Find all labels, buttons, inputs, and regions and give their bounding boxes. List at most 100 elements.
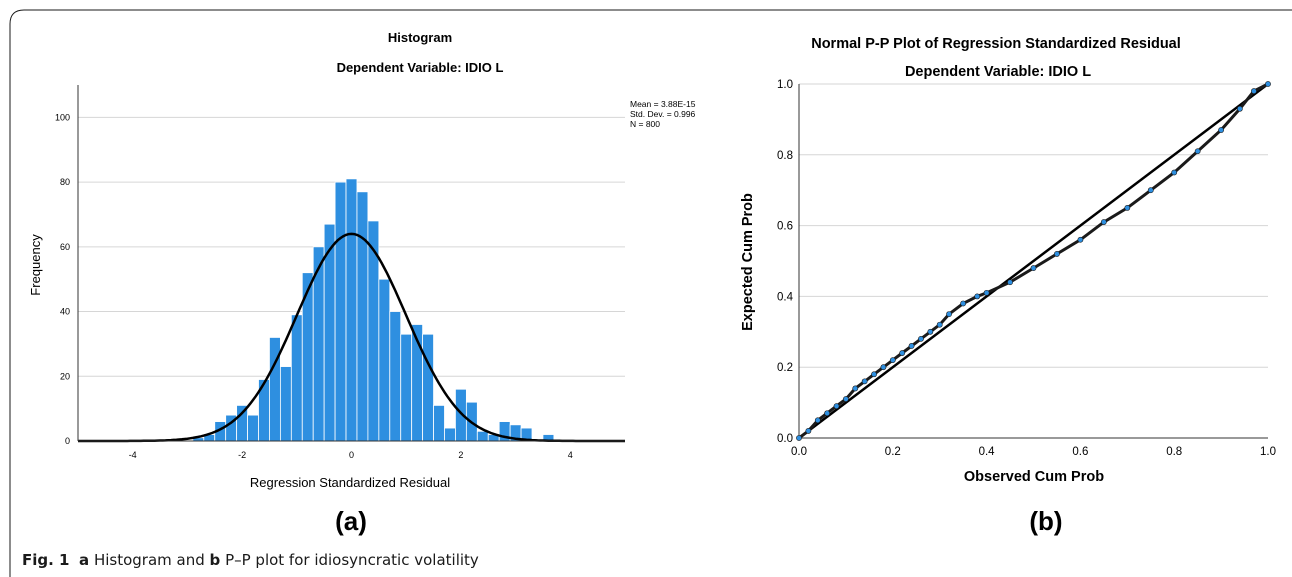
histogram-stats-legend: Mean = 3.88E-15 Std. Dev. = 0.996 N = 80… <box>630 99 696 129</box>
pp-x-tick-label: 0.6 <box>1072 446 1088 458</box>
pp-point <box>1124 204 1131 211</box>
histogram-bar <box>389 311 402 442</box>
pp-point <box>908 343 915 349</box>
pp-point <box>983 289 990 296</box>
caption-fig-label: Fig. 1 <box>22 551 70 569</box>
pp-points <box>796 81 1271 441</box>
histogram-bar <box>279 366 292 442</box>
pp-x-tick-label: 0.8 <box>1166 446 1182 458</box>
pp-point <box>1171 169 1178 176</box>
pp-axes <box>798 84 1268 439</box>
pp-point <box>1218 127 1224 133</box>
pp-point <box>1007 279 1013 286</box>
histogram-bar <box>433 404 445 442</box>
histogram-bar <box>334 181 347 442</box>
histogram-chart: Histogram Dependent Variable: IDIO L 020… <box>28 30 696 490</box>
histogram-bar <box>378 278 391 442</box>
hist-y-tick-label: 60 <box>60 242 70 252</box>
panel-a-label: (a) <box>335 506 367 536</box>
pp-subtitle: Dependent Variable: IDIO L <box>905 64 1091 80</box>
pp-point <box>1054 251 1060 257</box>
histogram-axes <box>77 85 625 442</box>
histogram-bar <box>236 404 248 442</box>
hist-x-tick-label: -2 <box>238 450 246 460</box>
pp-plot-chart: Normal P-P Plot of Regression Standardiz… <box>740 36 1276 485</box>
caption-b: b <box>209 551 221 569</box>
histogram-bar <box>444 427 456 442</box>
pp-point <box>974 293 981 300</box>
pp-y-tick-label: 0.8 <box>777 150 793 162</box>
pp-x-axis-label: Observed Cum Prob <box>964 469 1104 485</box>
pp-point <box>889 357 896 364</box>
hist-y-tick-label: 20 <box>60 371 70 381</box>
histogram-bar <box>290 314 303 442</box>
pp-point <box>1077 236 1084 243</box>
pp-point <box>960 300 967 307</box>
pp-title: Normal P-P Plot of Regression Standardiz… <box>811 36 1181 52</box>
hist-x-tick-label: -4 <box>129 450 137 460</box>
hist-y-tick-label: 0 <box>65 436 70 446</box>
pp-y-tick-label: 1.0 <box>777 79 793 91</box>
caption-rest: P–P plot for idiosyncratic volatility <box>225 551 479 569</box>
pp-y-tick-label: 0.0 <box>777 433 793 445</box>
pp-point <box>936 321 943 328</box>
pp-point <box>805 428 812 434</box>
pp-x-tick-labels: 0.0 0.2 0.4 0.6 0.8 1.0 <box>791 446 1276 458</box>
histogram-bar <box>422 333 434 442</box>
histogram-subtitle: Dependent Variable: IDIO L <box>337 60 504 75</box>
hist-y-tick-label: 100 <box>55 112 70 122</box>
pp-y-tick-labels: 0.0 0.2 0.4 0.6 0.8 1.0 <box>777 79 794 445</box>
pp-point <box>918 335 924 342</box>
pp-point <box>843 396 849 402</box>
pp-point <box>1100 219 1107 225</box>
histogram-y-axis-label: Frequency <box>28 234 43 296</box>
pp-point <box>1251 88 1257 94</box>
pp-x-tick-label: 1.0 <box>1260 446 1276 458</box>
pp-y-tick-label: 0.6 <box>777 221 793 233</box>
pp-point <box>1030 265 1037 271</box>
pp-point <box>927 328 934 335</box>
hist-y-tick-label: 80 <box>60 177 70 187</box>
figure-caption: Fig. 1 a Histogram and b P–P plot for id… <box>22 551 479 569</box>
histogram-bars <box>192 178 555 442</box>
histogram-bar <box>345 178 358 442</box>
pp-x-tick-label: 0.4 <box>979 446 996 458</box>
pp-point <box>814 417 821 424</box>
pp-x-tick-label: 0.0 <box>791 446 807 458</box>
histogram-bar <box>400 333 413 442</box>
pp-y-tick-label: 0.4 <box>777 291 794 303</box>
pp-point <box>946 311 952 317</box>
pp-point <box>852 385 859 392</box>
histogram-bar <box>476 430 489 442</box>
histogram-x-tick-labels: -4 -2 0 2 4 <box>129 450 573 460</box>
histogram-bar <box>356 191 369 442</box>
pp-point <box>880 364 887 371</box>
pp-point <box>1265 81 1271 87</box>
pp-reference-line <box>798 83 1269 439</box>
pp-y-tick-label: 0.2 <box>777 362 793 374</box>
pp-point <box>1236 105 1243 112</box>
hist-y-tick-label: 40 <box>60 307 70 317</box>
histogram-title: Histogram <box>388 30 452 45</box>
histogram-bar <box>247 414 259 442</box>
pp-point <box>871 371 877 378</box>
caption-a: a <box>79 551 90 569</box>
pp-x-tick-label: 0.2 <box>885 446 901 458</box>
pp-point <box>1194 148 1201 155</box>
pp-point <box>796 435 802 441</box>
panel-b-label: (b) <box>1029 506 1062 536</box>
pp-gridlines <box>799 83 1268 368</box>
stat-n: N = 800 <box>630 119 660 129</box>
pp-point <box>899 350 906 356</box>
pp-y-axis-label: Expected Cum Prob <box>740 193 756 331</box>
stat-std-dev: Std. Dev. = 0.996 <box>630 109 696 119</box>
hist-x-tick-label: 0 <box>349 450 354 460</box>
caption-mid: Histogram and <box>93 551 205 569</box>
hist-x-tick-label: 4 <box>568 450 573 460</box>
normal-curve <box>78 232 625 443</box>
pp-point <box>1147 187 1154 194</box>
pp-point <box>861 378 868 385</box>
hist-x-tick-label: 2 <box>458 450 463 460</box>
histogram-y-tick-labels: 0 20 40 60 80 100 <box>55 112 70 446</box>
